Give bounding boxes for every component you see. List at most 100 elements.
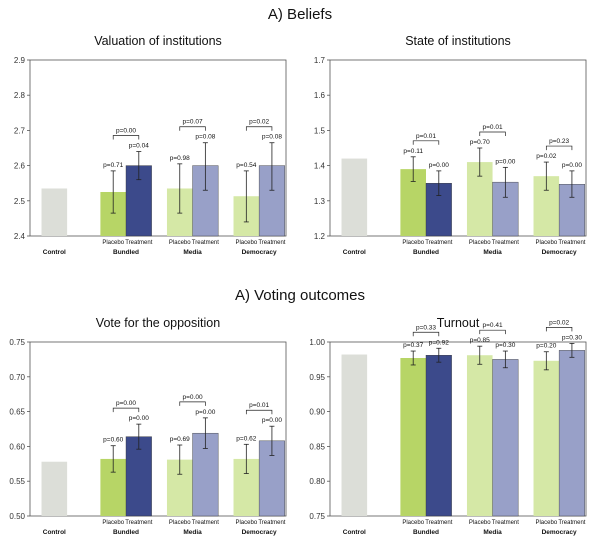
category-label-democracy: Democracy: [242, 249, 277, 256]
error-bar: [136, 423, 142, 450]
y-tick-label: 0.50: [9, 512, 25, 521]
bracket-p-value: p=0.33: [416, 324, 436, 331]
sub-label-treatment: Treatment: [125, 240, 152, 246]
category-label-control: Control: [343, 249, 366, 256]
comparison-bracket: [545, 327, 573, 332]
sub-label-treatment: Treatment: [425, 520, 452, 526]
bracket-p-value: p=0.00: [183, 394, 203, 401]
sub-label-placebo: Placebo: [535, 520, 557, 526]
y-tick-label: 1.5: [314, 126, 326, 135]
bracket-p-value: p=0.02: [549, 319, 569, 326]
y-tick-label: 0.70: [9, 373, 25, 382]
comparison-bracket: [112, 407, 140, 413]
p-value-label: p=0.92: [429, 339, 449, 346]
chart-panel-turnout: Turnout 0.75 0.80 0.85 0.90 0.95 1.00 Control p=…: [309, 316, 587, 536]
comparison-bracket: [412, 331, 440, 337]
p-value-label: p=0.30: [495, 342, 515, 349]
error-bar: [110, 170, 116, 214]
bracket-p-value: p=0.07: [183, 119, 203, 126]
p-value-label: p=0.02: [536, 153, 556, 160]
bracket-p-value: p=0.01: [483, 124, 503, 131]
sub-label-treatment: Treatment: [558, 240, 585, 246]
plot-frame: [29, 341, 287, 517]
p-value-label: p=0.00: [429, 162, 449, 169]
sub-label-placebo: Placebo: [102, 240, 124, 246]
y-tick-label: 1.2: [314, 232, 326, 241]
category-label-control: Control: [43, 529, 66, 536]
bar-control: [41, 188, 68, 236]
bar-media-treatment: [492, 359, 519, 517]
bar-control: [341, 354, 368, 516]
p-value-label: p=0.85: [470, 337, 490, 344]
sub-label-treatment: Treatment: [258, 240, 285, 246]
bracket-p-value: p=0.01: [416, 133, 436, 140]
sub-label-placebo: Placebo: [402, 520, 424, 526]
p-value-label: p=0.04: [129, 143, 149, 150]
error-bar: [410, 156, 416, 182]
y-tick-label: 0.75: [309, 512, 325, 521]
error-bar: [410, 350, 416, 366]
error-bar: [436, 170, 442, 196]
p-value-label: p=0.00: [495, 158, 515, 165]
error-bar: [110, 445, 116, 473]
p-value-label: p=0.08: [262, 134, 282, 141]
error-bar: [202, 417, 208, 449]
error-bar: [436, 347, 442, 363]
category-label-control: Control: [43, 249, 66, 256]
error-bar: [569, 170, 575, 198]
panel-title: Turnout: [437, 316, 480, 330]
bar-control: [41, 461, 68, 516]
p-value-label: p=0.60: [103, 437, 123, 444]
category-label-media: Media: [483, 249, 502, 256]
bracket-p-value: p=0.41: [483, 322, 503, 329]
plot-frame: [329, 341, 587, 517]
error-bar: [136, 151, 142, 181]
comparison-bracket: [179, 126, 206, 131]
sub-label-treatment: Treatment: [425, 240, 452, 246]
error-bar: [477, 345, 483, 365]
comparison-bracket: [479, 329, 506, 335]
sub-label-treatment: Treatment: [192, 520, 219, 526]
y-tick-label: 2.6: [14, 162, 26, 171]
bar-bundled-treatment: [125, 436, 152, 517]
sub-label-placebo: Placebo: [535, 240, 557, 246]
error-bar: [243, 170, 249, 223]
y-tick-label: 0.90: [309, 408, 325, 417]
y-tick-label: 1.4: [314, 162, 326, 171]
bracket-p-value: p=0.01: [249, 402, 269, 409]
category-label-democracy: Democracy: [542, 529, 577, 536]
y-tick-label: 1.7: [314, 56, 326, 65]
comparison-bracket: [245, 409, 273, 415]
y-tick-label: 0.55: [9, 477, 25, 486]
bar-media-placebo: [466, 355, 493, 516]
error-bar: [543, 161, 549, 191]
y-tick-label: 0.65: [9, 408, 25, 417]
y-tick-label: 1.3: [314, 197, 326, 206]
y-tick-label: 2.9: [14, 56, 26, 65]
category-label-media: Media: [183, 249, 202, 256]
p-value-label: p=0.70: [470, 139, 490, 146]
bar-control: [341, 158, 368, 236]
panel-title: Vote for the opposition: [96, 316, 220, 330]
bracket-p-value: p=0.00: [116, 400, 136, 407]
bracket-p-value: p=0.23: [549, 138, 569, 145]
error-bar: [269, 425, 275, 456]
y-tick-label: 0.85: [309, 442, 325, 451]
p-value-label: p=0.30: [562, 334, 582, 341]
bracket-p-value: p=0.00: [116, 128, 136, 135]
y-tick-label: 0.75: [9, 338, 25, 347]
error-bar: [202, 142, 208, 191]
p-value-label: p=0.00: [562, 162, 582, 169]
p-value-label: p=0.11: [403, 148, 423, 155]
p-value-label: p=0.62: [236, 435, 256, 442]
sub-label-treatment: Treatment: [258, 520, 285, 526]
error-bar: [543, 351, 549, 371]
sub-label-placebo: Placebo: [469, 520, 491, 526]
bar-democracy-treatment: [558, 350, 585, 517]
p-value-label: p=0.69: [170, 436, 190, 443]
error-bar: [477, 147, 483, 177]
category-label-bundled: Bundled: [113, 249, 139, 256]
category-label-bundled: Bundled: [413, 249, 439, 256]
sub-label-treatment: Treatment: [192, 240, 219, 246]
section-title-voting: A) Voting outcomes: [235, 287, 365, 304]
